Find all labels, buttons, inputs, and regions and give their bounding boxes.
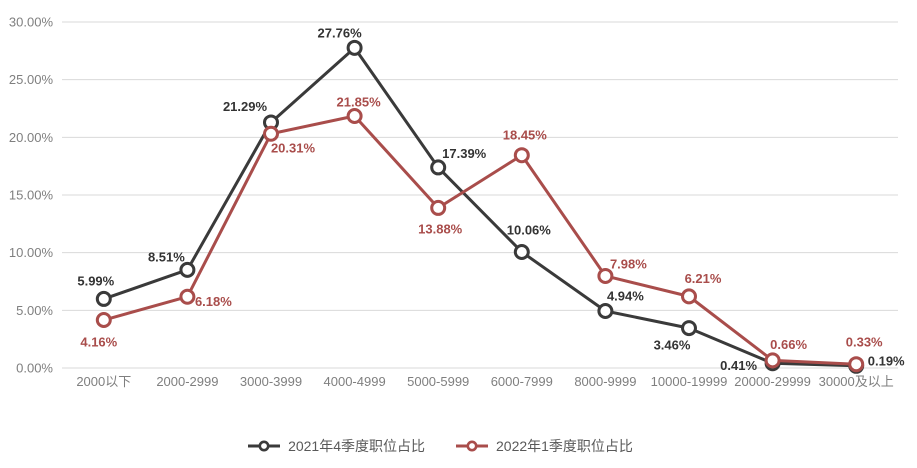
data-point-label: 20.31% <box>271 140 316 155</box>
data-point-marker[interactable] <box>263 125 279 142</box>
legend-item-2022-q1[interactable]: 2022年1季度职位占比 <box>455 436 633 456</box>
x-axis-category-label: 5000-5999 <box>407 374 469 389</box>
data-point-label: 21.29% <box>223 99 268 114</box>
data-point-label: 0.41% <box>720 358 757 373</box>
series-line-1 <box>103 114 857 366</box>
legend-line-circle-icon <box>248 440 281 452</box>
data-point-marker[interactable] <box>848 356 865 373</box>
data-point-marker[interactable] <box>346 39 363 56</box>
y-axis-tick-label: 25.00% <box>9 72 54 87</box>
x-axis-category-label: 10000-19999 <box>651 374 728 389</box>
data-point-marker[interactable] <box>179 288 196 305</box>
x-axis-category-label: 2000-2999 <box>156 374 218 389</box>
data-point-label: 10.06% <box>507 222 552 237</box>
data-point-marker[interactable] <box>179 261 196 278</box>
data-point-marker[interactable] <box>430 199 447 216</box>
y-axis-tick-label: 5.00% <box>16 303 53 318</box>
data-point-label: 4.16% <box>80 335 117 350</box>
legend-label-2022-q1: 2022年1季度职位占比 <box>496 438 633 454</box>
data-point-label: 3.46% <box>654 338 691 353</box>
x-axis-category-label: 30000及以上 <box>819 374 894 389</box>
data-point-label: 8.51% <box>148 249 185 264</box>
x-axis-category-label: 20000-29999 <box>734 374 811 389</box>
data-point-marker[interactable] <box>764 352 781 369</box>
legend-label-2021-q4: 2021年4季度职位占比 <box>288 438 425 454</box>
x-axis-category-label: 3000-3999 <box>240 374 302 389</box>
data-point-label: 6.18% <box>195 294 232 309</box>
data-point-label: 0.19% <box>868 353 905 368</box>
y-axis-tick-label: 15.00% <box>9 188 54 203</box>
x-axis-category-label: 2000以下 <box>76 374 131 389</box>
data-point-marker[interactable] <box>430 159 447 176</box>
x-axis-category-label: 4000-4999 <box>324 374 386 389</box>
data-point-marker[interactable] <box>513 147 530 164</box>
data-point-label: 21.85% <box>337 94 382 109</box>
data-point-marker[interactable] <box>597 267 614 284</box>
data-point-label: 27.76% <box>318 25 363 40</box>
data-point-label: 0.66% <box>770 337 807 352</box>
series-line-0 <box>103 46 857 368</box>
data-point-label: 7.98% <box>610 256 647 271</box>
legend-item-2021-q4[interactable]: 2021年4季度职位占比 <box>247 436 425 456</box>
data-point-marker[interactable] <box>513 243 530 260</box>
chart-plot-area: 0.00% 5.00% 10.00% 15.00% 20.00% 25.00% 30.00%… <box>9 15 905 390</box>
legend-line-circle-icon <box>456 440 488 452</box>
data-point-label: 17.39% <box>442 146 487 161</box>
data-point-marker[interactable] <box>681 288 697 305</box>
data-point-label: 4.94% <box>607 289 644 304</box>
data-point-label: 13.88% <box>418 221 463 236</box>
chart-legend: 2021年4季度职位占比 2022年1季度职位占比 <box>0 436 880 456</box>
data-point-marker[interactable] <box>95 290 112 307</box>
data-point-marker[interactable] <box>95 312 112 329</box>
data-point-marker[interactable] <box>681 320 697 337</box>
data-point-marker[interactable] <box>597 303 614 320</box>
y-axis-tick-label: 20.00% <box>9 130 54 145</box>
y-axis-tick-label: 30.00% <box>9 15 54 30</box>
y-axis-tick-label: 0.00% <box>16 361 53 376</box>
x-axis-category-label: 8000-9999 <box>574 374 636 389</box>
data-point-label: 0.33% <box>846 335 883 350</box>
data-point-label: 18.45% <box>503 128 548 143</box>
y-axis-tick-label: 10.00% <box>9 245 54 260</box>
data-point-marker[interactable] <box>346 107 363 124</box>
x-axis-category-label: 6000-7999 <box>491 374 553 389</box>
data-point-label: 6.21% <box>685 271 722 286</box>
data-point-label: 5.99% <box>77 273 114 288</box>
